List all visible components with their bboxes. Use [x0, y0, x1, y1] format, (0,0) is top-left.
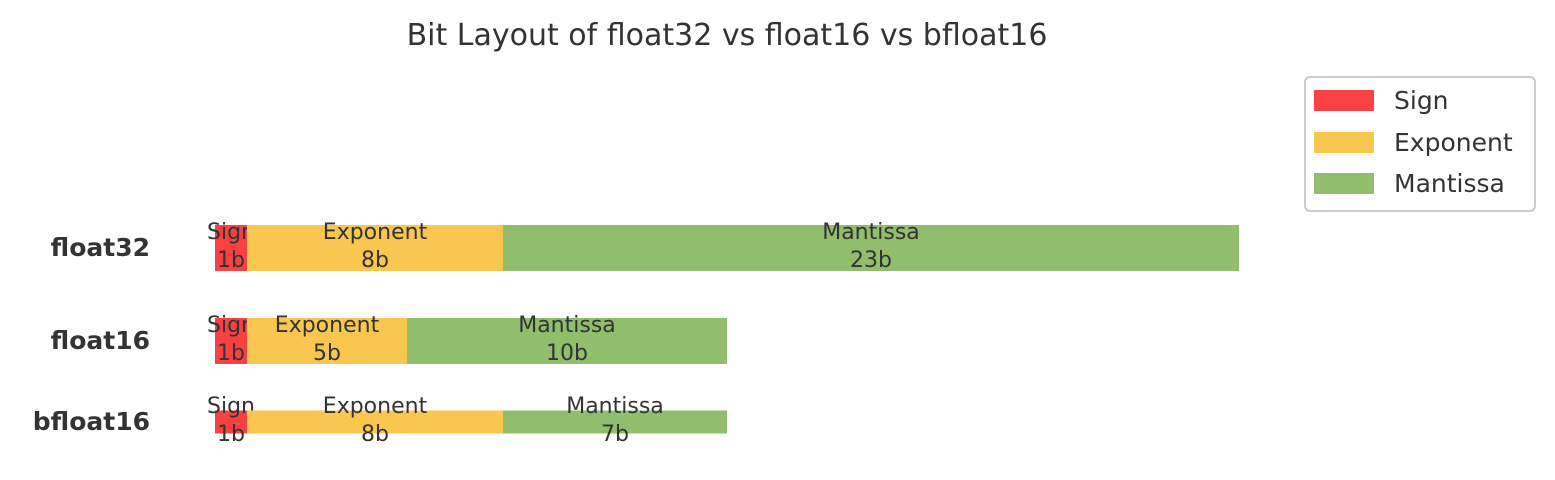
- bar-bfloat16-exponent: [247, 410, 503, 434]
- segment-bits-label: 1b: [217, 341, 245, 366]
- segment-name-label: Exponent: [323, 394, 428, 419]
- segment-bits-label: 7b: [601, 422, 629, 447]
- chart-title: Bit Layout of float32 vs float16 vs bflo…: [407, 18, 1048, 53]
- bar-float16-mantissa: [407, 318, 727, 364]
- segment-name-label: Mantissa: [566, 394, 664, 419]
- segment-name-label: Exponent: [275, 313, 380, 338]
- legend-label-sign: Sign: [1394, 86, 1449, 115]
- row-label-bfloat16: bfloat16: [33, 407, 150, 436]
- legend-swatch-mantissa: [1314, 173, 1374, 194]
- segment-bits-label: 8b: [361, 248, 389, 273]
- segment-name-label: Exponent: [323, 220, 428, 245]
- segment-bits-label: 1b: [217, 248, 245, 273]
- bar-float16-exponent: [247, 318, 407, 364]
- bar-float32-exponent: [247, 225, 503, 271]
- segment-bits-label: 1b: [217, 422, 245, 447]
- bar-float16-sign: [215, 318, 247, 364]
- bar-float32-sign: [215, 225, 247, 271]
- legend-label-exponent: Exponent: [1394, 128, 1513, 157]
- segment-name-label: Mantissa: [518, 313, 616, 338]
- row-label-float16: float16: [51, 326, 150, 355]
- row-labels-group: float32 float16 bfloat16: [33, 233, 150, 436]
- segment-bits-label: 23b: [850, 248, 892, 273]
- legend-swatch-exponent: [1314, 132, 1374, 153]
- legend: Sign Exponent Mantissa: [1304, 76, 1536, 212]
- segment-name-label: Mantissa: [822, 220, 920, 245]
- legend-label-mantissa: Mantissa: [1394, 169, 1505, 198]
- bars-group: Sign1bExponent8bMantissa23bSign1bExponen…: [207, 220, 1239, 447]
- bar-float32-mantissa: [503, 225, 1239, 271]
- segment-bits-label: 10b: [546, 341, 588, 366]
- bar-bfloat16-sign: [215, 410, 247, 434]
- segment-bits-label: 8b: [361, 422, 389, 447]
- legend-swatch-sign: [1314, 90, 1374, 111]
- segment-bits-label: 5b: [313, 341, 341, 366]
- bar-bfloat16-mantissa: [503, 410, 727, 434]
- row-label-float32: float32: [51, 233, 150, 262]
